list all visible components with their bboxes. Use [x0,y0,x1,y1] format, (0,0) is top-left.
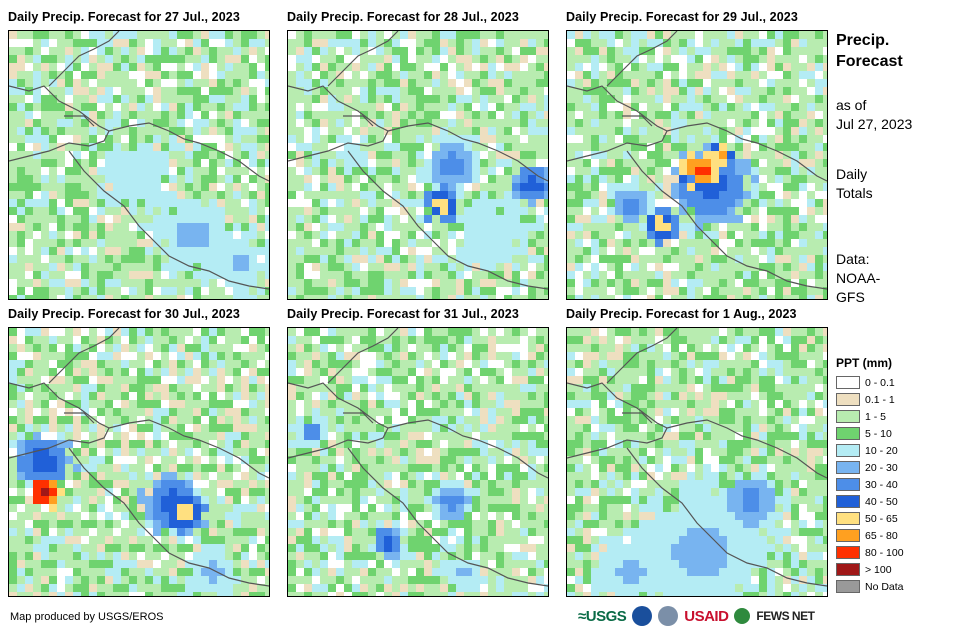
legend-item: 0.1 - 1 [836,391,904,408]
legend-item: 80 - 100 [836,544,904,561]
panel-title: Daily Precip. Forecast for 30 Jul., 2023 [8,307,240,321]
legend-swatch [836,580,860,593]
fews-net-logo: FEWS NET [756,609,815,623]
coastline [9,328,269,587]
legend-item: 20 - 30 [836,459,904,476]
legend-swatch [836,512,860,525]
legend-label: No Data [865,580,904,593]
legend-swatch [836,546,860,559]
sidebar-title-line1: Precip. [836,32,890,49]
precip-map [8,30,270,300]
daily-label: Daily [836,166,868,182]
data-label: Data: [836,251,870,267]
totals-label: Totals [836,185,873,201]
legend-swatch [836,529,860,542]
legend-swatch [836,461,860,474]
legend-swatch [836,495,860,508]
legend-label: 50 - 65 [865,512,898,525]
panel-title: Daily Precip. Forecast for 1 Aug., 2023 [566,307,797,321]
coastline [9,31,269,290]
legend-item: 5 - 10 [836,425,904,442]
legend-title: PPT (mm) [836,356,893,370]
sidebar-title-line2: Forecast [836,53,903,70]
legend-item: 30 - 40 [836,476,904,493]
forecast-panel-jul30: Daily Precip. Forecast for 30 Jul., 2023 [8,307,270,597]
as-of-label: as of [836,97,867,113]
usaid-logo: USAID [684,607,729,625]
legend-swatch [836,478,860,491]
daily-totals-block: Daily Totals [836,165,873,203]
legend-swatch [836,444,860,457]
legend-item: 50 - 65 [836,510,904,527]
legend-label: 1 - 5 [865,410,887,423]
legend-swatch [836,393,860,406]
legend-swatch [836,427,860,440]
forecast-panel-jul28: Daily Precip. Forecast for 28 Jul., 2023 [287,10,549,300]
legend-swatch [836,376,860,389]
usgs-logo: ≈USGS [578,607,627,625]
noaa-logo-icon [632,606,653,626]
legend-label: > 100 [865,563,892,576]
as-of-block: as of Jul 27, 2023 [836,96,912,134]
legend-swatch [836,410,860,423]
logo-strip: ≈USGS USAID FEWS NET [578,604,815,628]
legend-label: 10 - 20 [865,444,898,457]
sidebar-title: Precip. Forecast [836,30,903,72]
legend-item: > 100 [836,561,904,578]
forecast-panel-aug1: Daily Precip. Forecast for 1 Aug., 2023 [566,307,828,597]
as-of-date: Jul 27, 2023 [836,116,913,132]
precip-map [8,327,270,597]
legend: 0 - 0.1 0.1 - 1 1 - 5 5 - 10 10 - 20 20 - 30 3… [836,374,904,595]
precip-map [566,30,828,300]
forecast-panel-jul27: Daily Precip. Forecast for 27 Jul., 2023 [8,10,270,300]
legend-item: 0 - 0.1 [836,374,904,391]
map-credit: Map produced by USGS/EROS [10,611,164,623]
legend-label: 30 - 40 [865,478,898,491]
fews-globe-icon [734,608,751,624]
forecast-panel-jul29: Daily Precip. Forecast for 29 Jul., 2023 [566,10,828,300]
forecast-panel-jul31: Daily Precip. Forecast for 31 Jul., 2023 [287,307,549,597]
data-source-line2: GFS [836,289,865,305]
legend-label: 20 - 30 [865,461,898,474]
legend-label: 5 - 10 [865,427,892,440]
legend-label: 0.1 - 1 [865,393,895,406]
coastline [288,328,548,587]
legend-item: 1 - 5 [836,408,904,425]
coastline [288,31,548,290]
precip-map [566,327,828,597]
legend-label: 80 - 100 [865,546,904,559]
legend-item: No Data [836,578,904,595]
precip-map [287,327,549,597]
coastline [567,328,827,587]
legend-item: 40 - 50 [836,493,904,510]
legend-label: 0 - 0.1 [865,376,895,389]
data-source-line1: NOAA- [836,270,881,286]
precip-map [287,30,549,300]
coastline [567,31,827,290]
panel-title: Daily Precip. Forecast for 27 Jul., 2023 [8,10,240,24]
legend-item: 10 - 20 [836,442,904,459]
data-source-block: Data: NOAA- GFS [836,250,880,307]
legend-item: 65 - 80 [836,527,904,544]
nasa-seal-icon [658,606,679,626]
panel-title: Daily Precip. Forecast for 31 Jul., 2023 [287,307,519,321]
panel-title: Daily Precip. Forecast for 28 Jul., 2023 [287,10,519,24]
panel-title: Daily Precip. Forecast for 29 Jul., 2023 [566,10,798,24]
legend-label: 65 - 80 [865,529,898,542]
legend-label: 40 - 50 [865,495,898,508]
legend-swatch [836,563,860,576]
